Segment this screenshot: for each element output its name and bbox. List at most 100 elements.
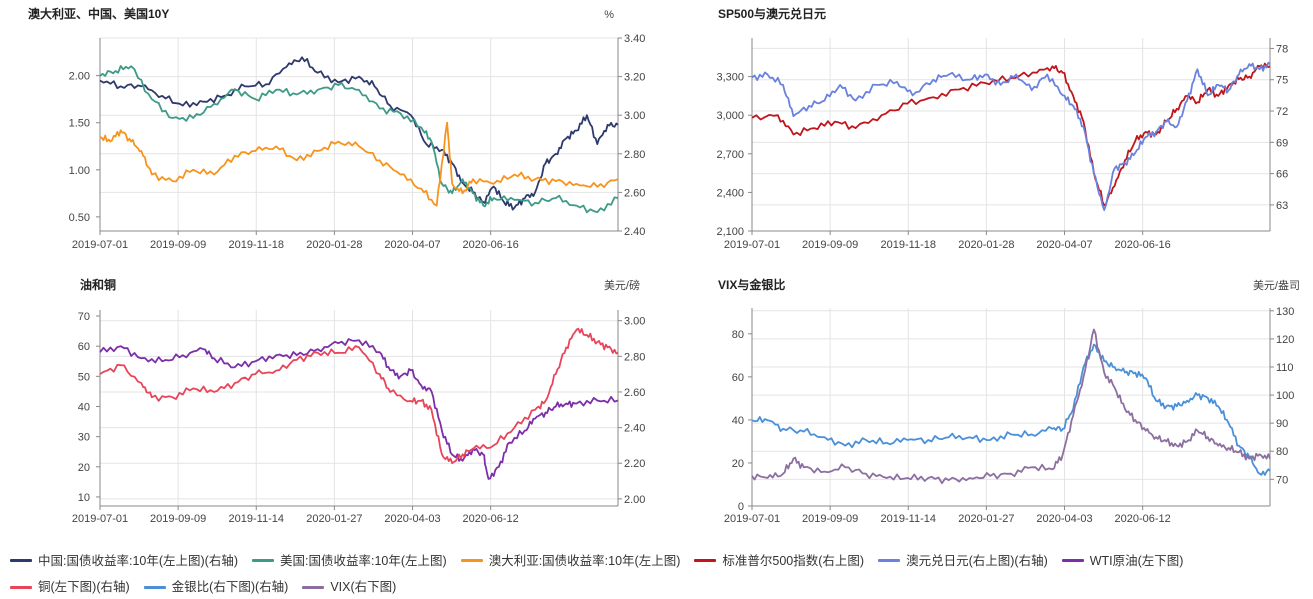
legend-label: 澳大利亚:国债收益率:10年(左上图): [488, 553, 681, 568]
right-tick-label: 3.00: [624, 316, 645, 328]
chart-title: SP500与澳元兑日元: [718, 6, 826, 21]
legend-label: WTI原油(左下图): [1089, 553, 1184, 568]
left-tick-label: 30: [78, 432, 90, 444]
right-tick-label: 2.80: [624, 149, 645, 161]
x-tick-label: 2019-09-09: [150, 513, 206, 525]
legend-swatch: [143, 585, 166, 589]
right-tick-label: 2.40: [624, 423, 645, 435]
charts-svg: 澳大利亚、中国、美国10Y % 2.40 2.60 2.80 3.00 3.20 3.40 20…: [28, 6, 1300, 525]
x-tick-label: 2020-01-27: [958, 513, 1014, 525]
legend-item: 标准普尔500指数(右上图): [694, 549, 864, 573]
series-line-1-2: [99, 65, 619, 214]
legend-label: 金银比(右下图)(右轴): [171, 580, 289, 594]
right-axis-unit: 美元/磅: [604, 278, 640, 292]
x-tick-label: 2019-11-18: [229, 239, 284, 251]
right-tick-label: 66: [1276, 169, 1288, 181]
x-tick-label: 2019-11-18: [881, 239, 936, 251]
x-tick-label: 2019-09-09: [802, 239, 858, 251]
legend-label: 美国:国债收益率:10年(左上图): [280, 553, 447, 568]
left-tick-label: 2,400: [716, 187, 744, 199]
legend-label: 标准普尔500指数(右上图): [722, 553, 865, 568]
legend-swatch: [460, 559, 483, 562]
x-tick-label: 2020-01-27: [306, 513, 362, 525]
legend-swatch: [302, 585, 325, 589]
legend-swatch: [878, 559, 901, 562]
legend-label: 澳元兑日元(右上图)(右轴): [906, 553, 1048, 568]
legend-swatch: [10, 585, 32, 589]
right-tick-label: 2.40: [624, 226, 645, 238]
legend-item: 铜(左下图)(右轴): [10, 575, 130, 599]
x-tick-label: 2020-06-16: [463, 239, 519, 251]
right-tick-label: 78: [1276, 43, 1288, 55]
left-tick-label: 40: [78, 401, 90, 413]
right-tick-label: 80: [1276, 446, 1288, 458]
x-tick-label: 2020-04-07: [384, 239, 440, 251]
series-line-4-2: [751, 328, 1271, 485]
x-tick-label: 2019-11-14: [881, 513, 936, 525]
series-line-4-1: [751, 343, 1271, 476]
chart-panel-3: 油和铜 美元/磅 2.00 2.20 2.40 2.60 2.80 3.00 2019-07-0…: [72, 277, 646, 525]
x-tick-label: 2019-07-01: [724, 513, 780, 525]
legend-item: 澳大利亚:国债收益率:10年(左上图): [460, 549, 681, 573]
x-tick-label: 2019-09-09: [150, 239, 206, 251]
right-tick-label: 90: [1276, 418, 1288, 430]
x-tick-label: 2020-01-28: [306, 239, 362, 251]
left-tick-label: 2.00: [69, 71, 90, 83]
chart-title: 油和铜: [80, 277, 116, 292]
left-tick-label: 2,100: [716, 226, 744, 238]
series-line-2-2: [751, 61, 1271, 212]
x-tick-label: 2020-04-03: [384, 513, 440, 525]
right-tick-label: 75: [1276, 75, 1288, 87]
x-tick-label: 2020-01-28: [958, 239, 1014, 251]
left-tick-label: 70: [78, 311, 90, 323]
legend-item: 中国:国债收益率:10年(左上图)(右轴): [10, 549, 238, 573]
right-tick-label: 2.60: [624, 387, 645, 399]
legend-label: 中国:国债收益率:10年(左上图)(右轴): [38, 553, 239, 568]
chart-panel-1: 澳大利亚、中国、美国10Y % 2.40 2.60 2.80 3.00 3.20 3.40 20…: [28, 6, 645, 251]
right-tick-label: 130: [1276, 306, 1294, 318]
chart-panel-4: VIX与金银比 美元/盎司 70 80 90 100 110 120 130 2019-07-01…: [718, 277, 1300, 525]
chart-title: 澳大利亚、中国、美国10Y: [28, 6, 169, 21]
left-tick-label: 3,300: [716, 72, 744, 84]
left-tick-label: 50: [78, 371, 90, 383]
x-tick-label: 2019-09-09: [802, 513, 858, 525]
right-tick-label: 70: [1276, 474, 1288, 486]
left-tick-label: 0: [738, 501, 744, 513]
left-tick-label: 2,700: [716, 149, 744, 161]
legend: 中国:国债收益率:10年(左上图)(右轴) 美国:国债收益率:10年(左上图) 澳大…: [10, 546, 1310, 599]
left-tick-label: 80: [732, 329, 744, 341]
legend-item: 澳元兑日元(右上图)(右轴): [878, 549, 1048, 573]
left-tick-label: 20: [732, 458, 744, 470]
right-tick-label: 2.20: [624, 458, 645, 470]
left-tick-label: 1.50: [69, 118, 90, 130]
right-tick-label: 69: [1276, 137, 1288, 149]
right-tick-label: 100: [1276, 390, 1294, 402]
left-tick-label: 40: [732, 415, 744, 427]
right-tick-label: 3.40: [624, 33, 645, 45]
series-line-3-2: [99, 327, 619, 465]
left-tick-label: 0.50: [69, 212, 90, 224]
left-tick-label: 60: [732, 372, 744, 384]
left-tick-label: 10: [78, 492, 90, 504]
legend-item: WTI原油(左下图): [1061, 549, 1184, 573]
x-tick-label: 2020-04-07: [1036, 239, 1092, 251]
left-tick-label: 1.00: [69, 165, 90, 177]
legend-swatch: [694, 559, 717, 562]
left-tick-label: 20: [78, 462, 90, 474]
x-tick-label: 2020-06-12: [1115, 513, 1171, 525]
left-tick-label: 60: [78, 341, 90, 353]
right-tick-label: 2.60: [624, 187, 645, 199]
legend-label: 铜(左下图)(右轴): [38, 580, 130, 594]
legend-label: VIX(右下图): [330, 580, 397, 594]
x-tick-label: 2020-04-03: [1036, 513, 1092, 525]
right-axis-unit: %: [604, 9, 614, 21]
x-tick-label: 2019-07-01: [72, 239, 128, 251]
x-tick-label: 2019-07-01: [72, 513, 128, 525]
series-line-1-3: [99, 121, 619, 207]
legend-swatch: [1061, 559, 1084, 562]
right-tick-label: 72: [1276, 106, 1288, 118]
x-tick-label: 2020-06-16: [1115, 239, 1171, 251]
right-tick-label: 2.00: [624, 494, 645, 506]
right-tick-label: 2.80: [624, 351, 645, 363]
right-axis-unit: 美元/盎司: [1253, 278, 1300, 292]
